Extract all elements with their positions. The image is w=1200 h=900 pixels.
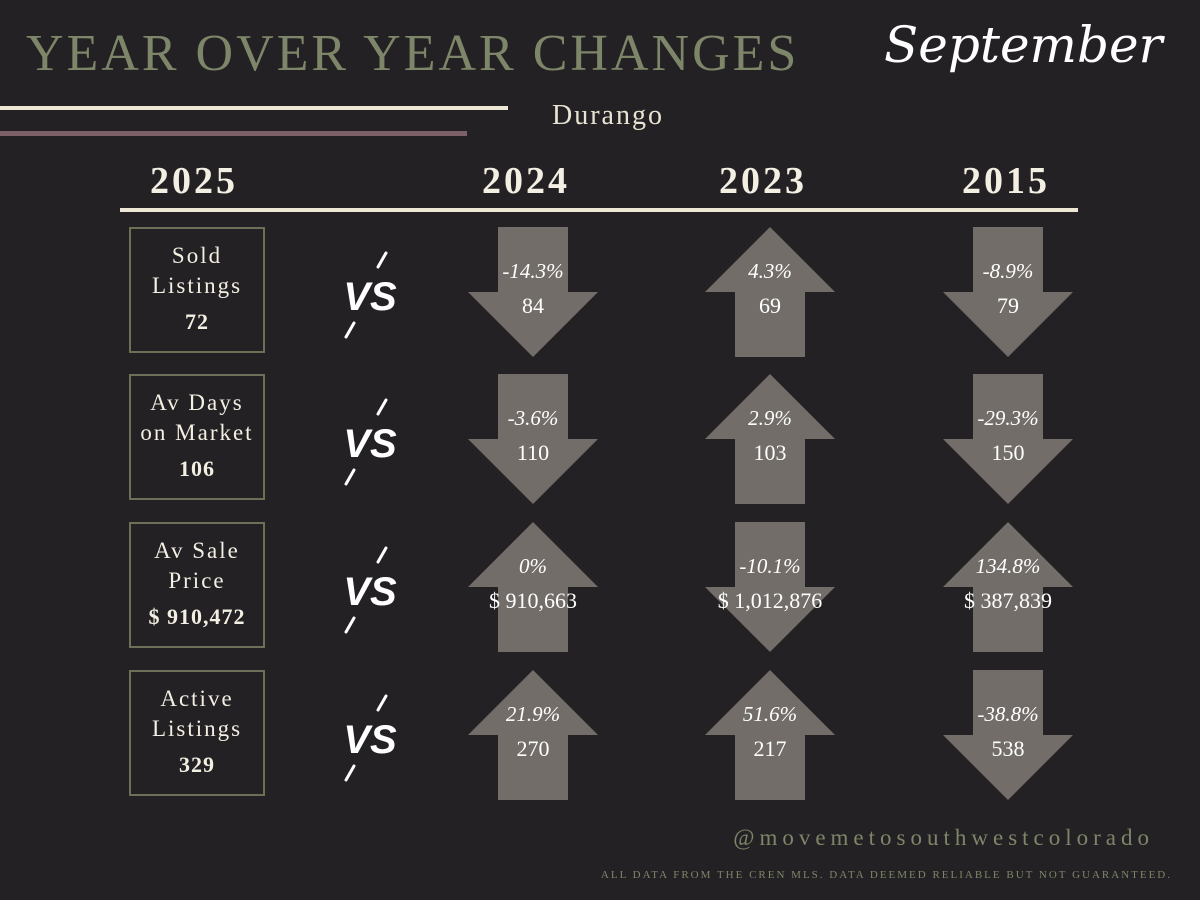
metric-value-2025: $ 910,472 — [148, 604, 246, 629]
comparison-cell-2023: 4.3% 69 — [705, 227, 835, 357]
title-divider-mauve — [0, 131, 467, 136]
percent-change: -10.1% — [739, 554, 801, 578]
vs-icon: VS — [342, 396, 398, 486]
comparison-cell-2023: 2.9% 103 — [705, 374, 835, 504]
svg-text:VS: VS — [343, 422, 397, 466]
metric-value-2025: 329 — [179, 752, 215, 777]
percent-change: -8.9% — [982, 259, 1034, 283]
metric-box-sold-listings: Sold Listings 72 — [129, 227, 265, 353]
metric-value-2025: 72 — [185, 309, 209, 334]
comparison-value: 84 — [522, 293, 544, 318]
comparison-value: 69 — [759, 293, 781, 318]
vs-icon: VS — [342, 544, 398, 634]
comparison-value: $ 910,663 — [489, 588, 577, 613]
comparison-cell-2024: -3.6% 110 — [468, 374, 598, 504]
arrow-up-icon — [943, 522, 1073, 652]
arrow-down-icon — [943, 227, 1073, 357]
arrow-down-icon — [705, 522, 835, 652]
vs-icon: VS — [342, 249, 398, 339]
percent-change: -38.8% — [977, 702, 1039, 726]
percent-change: 51.6% — [742, 702, 798, 726]
location-label: Durango — [552, 100, 664, 131]
metric-label: Sold Listings — [151, 243, 243, 298]
percent-change: 4.3% — [748, 259, 792, 283]
percent-change: -14.3% — [502, 259, 564, 283]
percent-change: 0% — [519, 554, 547, 578]
arrow-up-icon — [705, 670, 835, 800]
svg-text:VS: VS — [343, 275, 397, 319]
percent-change: 21.9% — [505, 702, 561, 726]
comparison-value: 150 — [991, 440, 1025, 465]
comparison-cell-2024: -14.3% 84 — [468, 227, 598, 357]
year-header-2015: 2015 — [962, 160, 1050, 202]
comparison-value: 270 — [516, 736, 550, 761]
comparison-cell-2015: -38.8% 538 — [943, 670, 1073, 800]
month-label: September — [884, 16, 1163, 74]
percent-change: 134.8% — [975, 554, 1041, 578]
comparison-value: 103 — [753, 440, 787, 465]
arrow-up-icon — [468, 522, 598, 652]
vs-icon: VS — [342, 692, 398, 782]
comparison-cell-2015: -29.3% 150 — [943, 374, 1073, 504]
percent-change: -29.3% — [977, 406, 1039, 430]
percent-change: -3.6% — [507, 406, 559, 430]
comparison-cell-2023: -10.1% $ 1,012,876 — [705, 522, 835, 652]
page-title: YEAR OVER YEAR CHANGES — [26, 25, 800, 82]
arrow-down-icon — [468, 227, 598, 357]
comparison-value: $ 387,839 — [964, 588, 1052, 613]
metric-box-av-sale-price: Av Sale Price $ 910,472 — [129, 522, 265, 648]
year-header-current: 2025 — [150, 160, 238, 202]
comparison-value: $ 1,012,876 — [717, 588, 823, 613]
comparison-value: 538 — [991, 736, 1025, 761]
year-header-2024: 2024 — [482, 160, 570, 202]
arrow-down-icon — [943, 374, 1073, 504]
metric-label: Active Listings — [151, 686, 243, 741]
arrow-down-icon — [468, 374, 598, 504]
arrow-up-icon — [705, 227, 835, 357]
svg-text:VS: VS — [343, 718, 397, 762]
metric-box-av-days-on-market: Av Days on Market 106 — [129, 374, 265, 500]
metric-box-active-listings: Active Listings 329 — [129, 670, 265, 796]
svg-text:VS: VS — [343, 570, 397, 614]
social-handle: @movemetosouthwestcolorado — [733, 825, 1154, 850]
comparison-cell-2015: 134.8% $ 387,839 — [943, 522, 1073, 652]
comparison-cell-2015: -8.9% 79 — [943, 227, 1073, 357]
arrow-up-icon — [468, 670, 598, 800]
comparison-cell-2023: 51.6% 217 — [705, 670, 835, 800]
year-header-2023: 2023 — [719, 160, 807, 202]
metric-label: Av Days on Market — [140, 390, 254, 445]
metric-label: Av Sale Price — [154, 538, 240, 593]
metric-value-2025: 106 — [179, 456, 215, 481]
header-divider — [120, 208, 1078, 212]
percent-change: 2.9% — [748, 406, 792, 430]
arrow-down-icon — [943, 670, 1073, 800]
comparison-cell-2024: 21.9% 270 — [468, 670, 598, 800]
comparison-value: 110 — [516, 440, 550, 465]
comparison-value: 79 — [997, 293, 1019, 318]
disclaimer: ALL DATA FROM THE CREN MLS. DATA DEEMED … — [600, 869, 1172, 881]
comparison-cell-2024: 0% $ 910,663 — [468, 522, 598, 652]
arrow-up-icon — [705, 374, 835, 504]
title-divider-cream — [0, 106, 508, 110]
comparison-value: 217 — [753, 736, 787, 761]
